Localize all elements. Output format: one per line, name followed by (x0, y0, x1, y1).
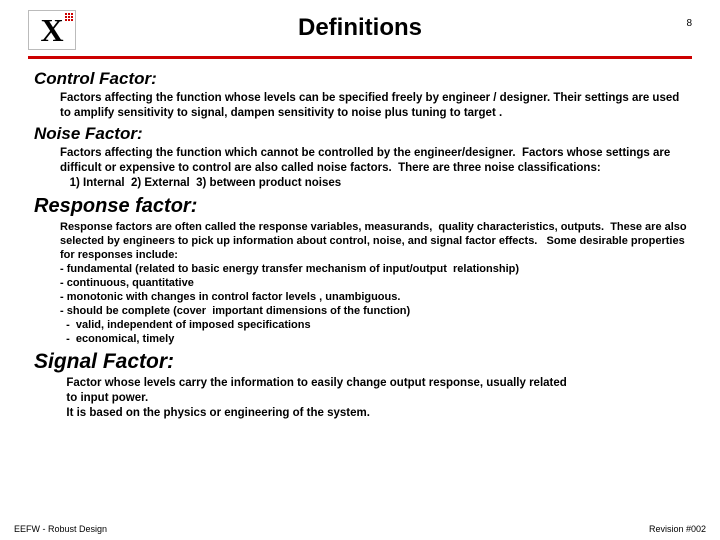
footer: EEFW - Robust Design Revision #002 (14, 524, 706, 534)
noise-factor-body: Factors affecting the function which can… (34, 146, 692, 190)
control-factor-body: Factors affecting the function whose lev… (34, 91, 692, 120)
response-factor-body: Response factors are often called the re… (34, 220, 692, 347)
footer-left: EEFW - Robust Design (14, 524, 107, 534)
content: Control Factor: Factors affecting the fu… (28, 59, 692, 420)
page-title: Definitions (28, 14, 692, 42)
response-factor-heading: Response factor: (34, 195, 692, 218)
signal-factor-body: Factor whose levels carry the informatio… (34, 376, 692, 420)
page-number: 8 (686, 18, 692, 29)
noise-factor-heading: Noise Factor: (34, 124, 692, 144)
footer-right: Revision #002 (649, 524, 706, 534)
header: X Definitions 8 (28, 10, 692, 50)
signal-factor-heading: Signal Factor: (34, 350, 692, 374)
control-factor-heading: Control Factor: (34, 69, 692, 89)
slide: X Definitions 8 Control Factor: Factors … (0, 0, 720, 540)
